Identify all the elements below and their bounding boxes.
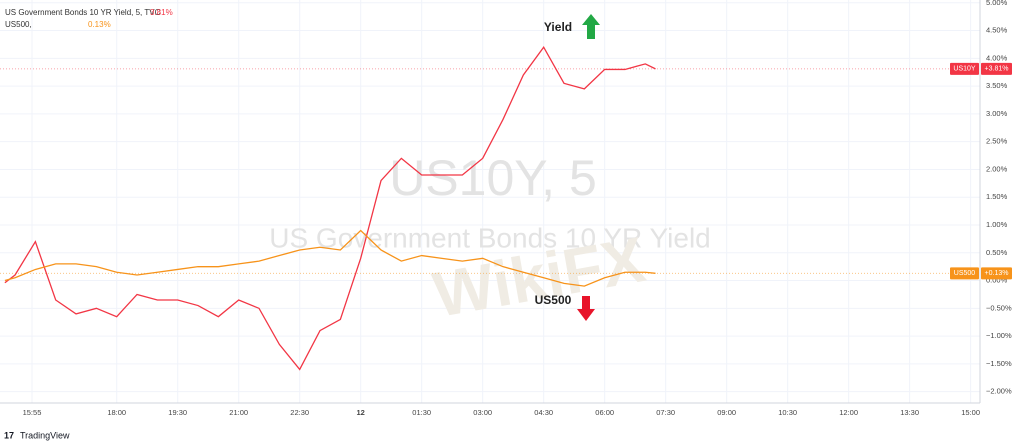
y-tick-label: 4.00% — [986, 53, 1008, 62]
series-line — [4, 46, 656, 371]
x-tick-label: 21:00 — [229, 408, 248, 417]
symbol-tag — [950, 62, 979, 75]
y-tick-label: 0.50% — [986, 248, 1008, 257]
x-tick-label: 15:55 — [23, 408, 42, 417]
footer-brand: TradingView — [20, 430, 70, 440]
x-tick-label: 06:00 — [595, 408, 614, 417]
symbol-tag-label: US10Y — [953, 66, 976, 73]
y-tick-label: 2.00% — [986, 164, 1008, 173]
price-tag — [981, 62, 1012, 75]
x-tick-label: 07:30 — [656, 408, 675, 417]
x-tick-label: 18:00 — [107, 408, 126, 417]
price-tag — [981, 267, 1012, 280]
x-tick-label: 03:00 — [473, 408, 492, 417]
y-tick-label: −2.00% — [986, 387, 1012, 396]
y-tick-label: 1.50% — [986, 192, 1008, 201]
symbol-tag — [950, 267, 979, 280]
y-tick-label: −1.00% — [986, 331, 1012, 340]
y-tick-label: 0.00% — [986, 276, 1008, 285]
x-tick-label: 04:30 — [534, 408, 553, 417]
legend-text: US Government Bonds 10 YR Yield, 5, TVC — [5, 8, 161, 17]
x-tick-label: 19:30 — [168, 408, 187, 417]
x-tick-label: 10:30 — [778, 408, 797, 417]
y-tick-label: −0.50% — [986, 303, 1012, 312]
legend-value: 0.13% — [88, 20, 111, 29]
y-tick-label: 4.50% — [986, 26, 1008, 35]
price-tag-label: +0.13% — [985, 270, 1009, 277]
series-line — [4, 229, 656, 287]
y-tick-label: 3.00% — [986, 109, 1008, 118]
x-tick-label: 12:00 — [839, 408, 858, 417]
y-tick-label: 5.00% — [986, 0, 1008, 7]
watermark-symbol: US10Y, 5 — [389, 150, 597, 206]
down-arrow — [577, 296, 595, 321]
legend-value: 3.81% — [150, 8, 173, 17]
annotation: US500 — [535, 293, 572, 307]
y-tick-label: 2.50% — [986, 137, 1008, 146]
x-tick-label: 09:00 — [717, 408, 736, 417]
y-tick-label: 3.50% — [986, 81, 1008, 90]
y-tick-label: −1.50% — [986, 359, 1012, 368]
symbol-tag-label: US500 — [954, 270, 976, 277]
legend-text: US500, — [5, 20, 32, 29]
logo: 17 — [4, 430, 14, 440]
x-tick-label: 13:30 — [900, 408, 919, 417]
x-tick-label: 15:00 — [961, 408, 980, 417]
annotation: Yield — [544, 20, 572, 34]
x-tick-label: 12 — [357, 408, 365, 417]
x-tick-label: 01:30 — [412, 408, 431, 417]
up-arrow — [582, 14, 600, 39]
x-tick-label: 22:30 — [290, 408, 309, 417]
price-tag-label: +3.81% — [985, 66, 1009, 73]
y-tick-label: 1.00% — [986, 220, 1008, 229]
